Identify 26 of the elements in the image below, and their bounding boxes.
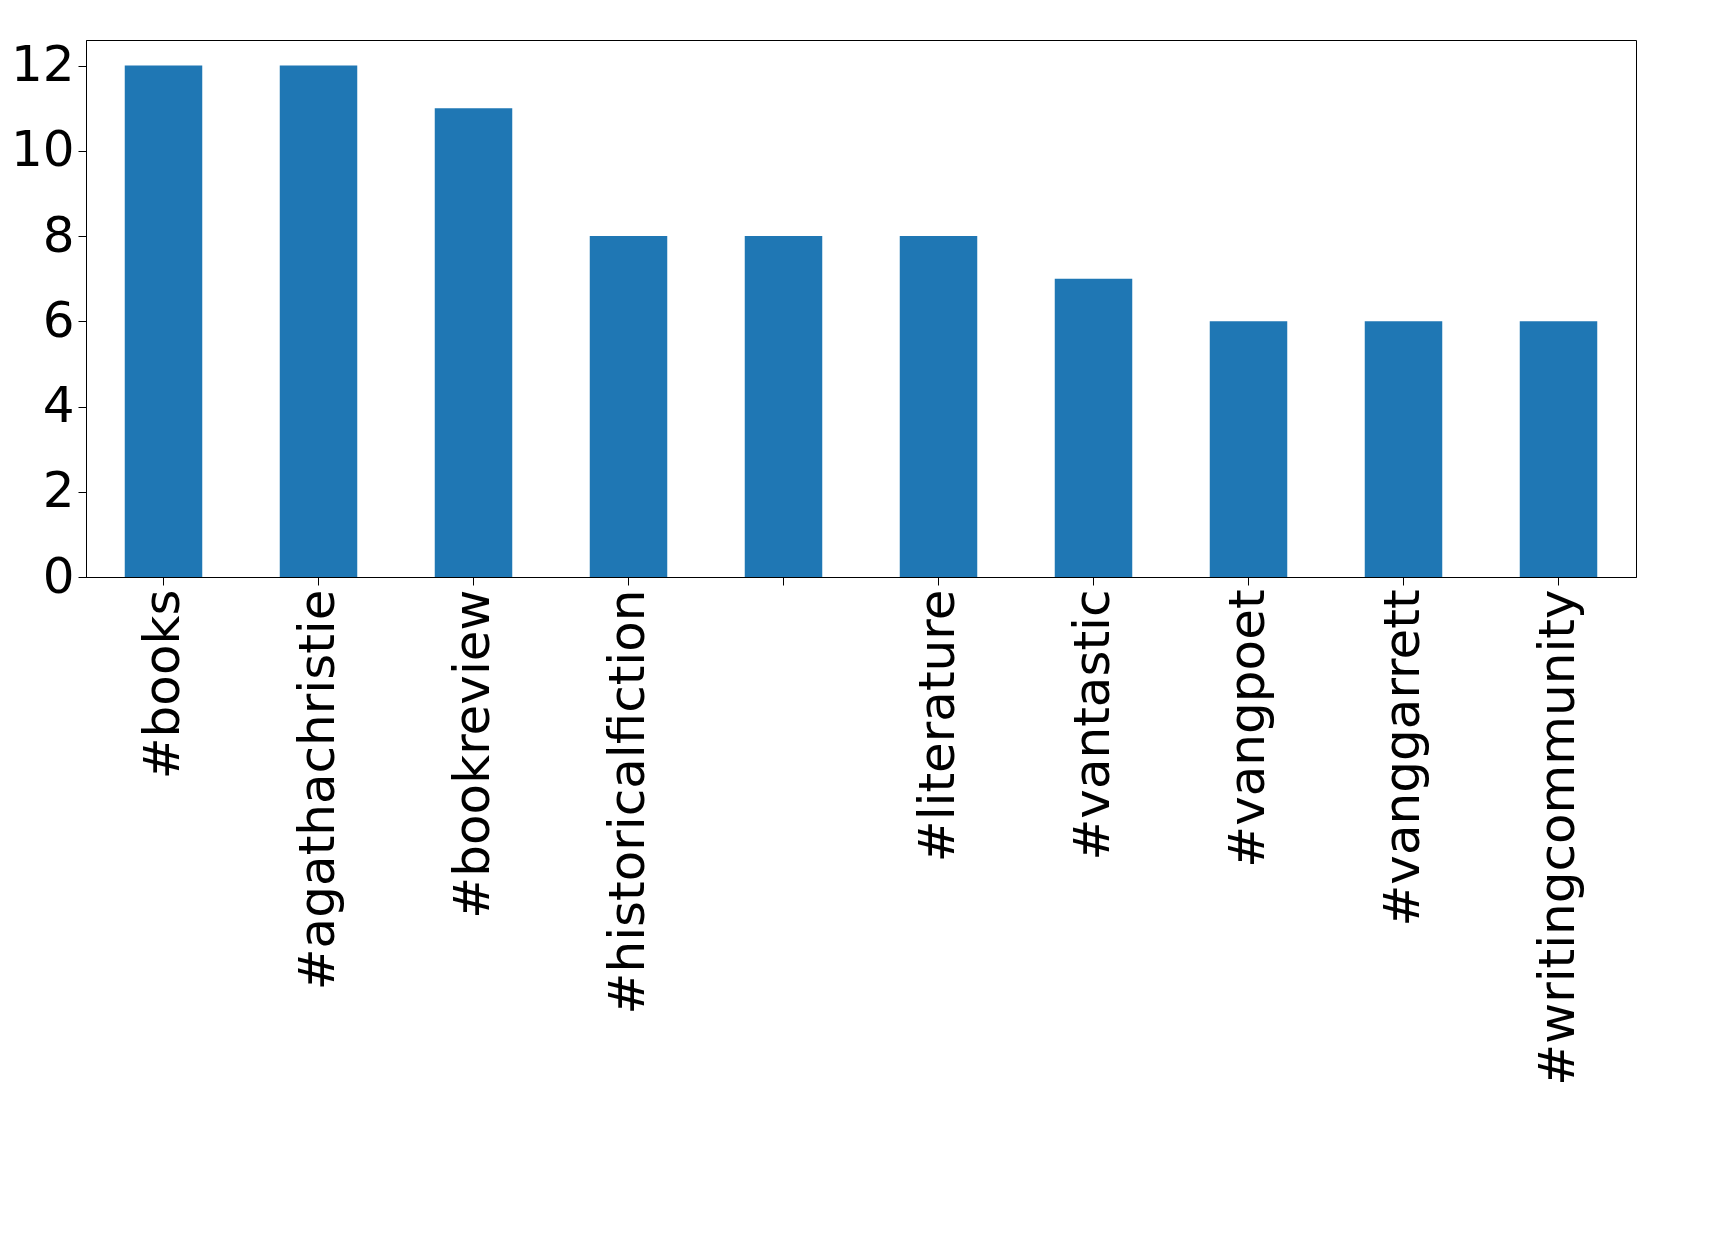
bar — [744, 236, 823, 577]
bar — [1519, 321, 1598, 577]
bar — [1054, 278, 1133, 577]
y-tick-label: 8 — [42, 205, 75, 264]
bar — [589, 236, 668, 577]
x-tick-label: #literature — [907, 589, 966, 863]
bar — [899, 236, 978, 577]
bar — [1364, 321, 1443, 577]
y-tick-label: 0 — [42, 546, 75, 605]
x-tick-label: #bookreview — [442, 589, 501, 919]
y-tick-label: 12 — [10, 35, 75, 94]
y-tick-label: 10 — [10, 120, 75, 179]
bar — [434, 108, 513, 577]
x-tick-label: #vangpoet — [1217, 589, 1276, 868]
y-tick-label: 6 — [42, 290, 75, 349]
x-tick-label: #historicalfiction — [597, 589, 656, 1015]
bar — [1209, 321, 1288, 577]
x-tick-label: #writingcommunity — [1527, 589, 1586, 1086]
x-tick-label: #agathachristie — [287, 589, 346, 991]
y-tick-label: 2 — [42, 461, 75, 520]
x-tick-label: #vanggarrett — [1372, 589, 1431, 927]
bar — [279, 65, 358, 577]
bar — [124, 65, 203, 577]
x-tick-label: #books — [132, 589, 191, 780]
y-tick-label: 4 — [42, 376, 75, 435]
x-tick-label: #vantastic — [1062, 589, 1121, 861]
